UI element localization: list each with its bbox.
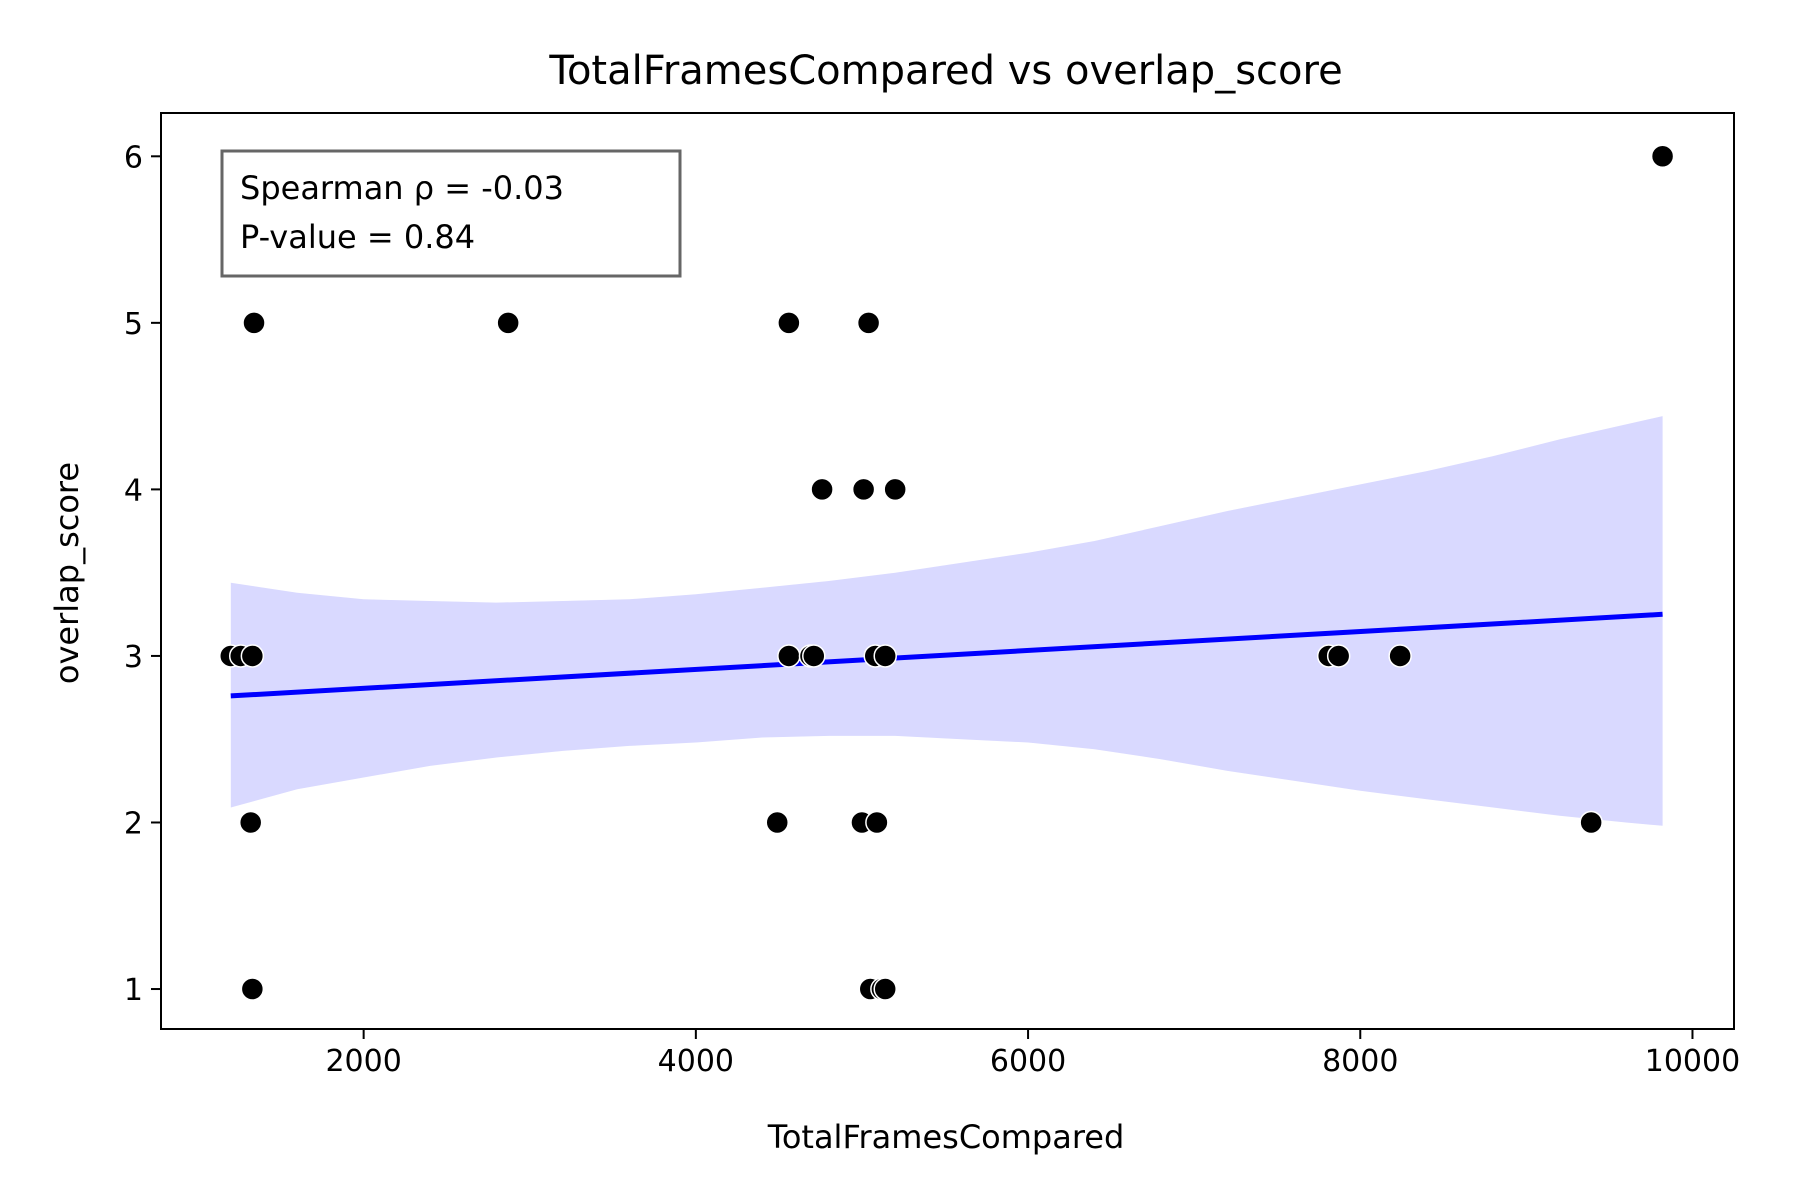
data-point <box>765 810 789 835</box>
y-tick-label: 6 <box>124 140 143 175</box>
data-point <box>240 644 265 668</box>
x-tick-label: 6000 <box>990 1044 1066 1079</box>
x-tick-label: 4000 <box>658 1044 734 1079</box>
confidence-band <box>230 416 1663 826</box>
x-axis-label: TotalFramesCompared <box>767 1118 1125 1156</box>
stats-box-frame <box>220 149 682 278</box>
data-point <box>242 311 266 335</box>
p-value-label: P-value = 0.84 <box>240 218 475 256</box>
plot-frame <box>160 112 1735 1030</box>
y-tick-label: 3 <box>124 640 143 675</box>
data-point <box>851 477 876 502</box>
x-tick-label: 8000 <box>1322 1044 1398 1079</box>
data-point <box>238 810 263 835</box>
y-tick-label: 4 <box>124 473 143 508</box>
data-point <box>1579 810 1603 835</box>
data-point <box>1388 644 1412 668</box>
chart-title: TotalFramesCompared vs overlap_score <box>548 48 1342 94</box>
data-point <box>777 311 801 335</box>
data-point <box>873 977 897 1001</box>
stats-box: Spearman ρ = -0.03 P-value = 0.84 <box>220 149 682 278</box>
data-point <box>1650 144 1675 169</box>
data-point <box>810 477 834 502</box>
x-tick-label: 2000 <box>325 1044 401 1079</box>
y-tick-label: 2 <box>124 806 143 841</box>
data-point <box>856 311 881 335</box>
data-point <box>496 311 520 335</box>
y-tick-label: 1 <box>124 973 143 1008</box>
data-point <box>777 644 801 668</box>
data-point <box>883 477 907 502</box>
regression-line <box>230 611 1663 699</box>
y-tick-label: 5 <box>124 307 143 342</box>
x-tick-label: 10000 <box>1645 1044 1740 1079</box>
plot-area: 2000 4000 6000 8000 10000 1 2 3 4 5 6 <box>124 112 1740 1079</box>
data-point <box>1326 644 1351 668</box>
data-point <box>865 810 889 835</box>
data-point <box>240 977 265 1001</box>
spearman-rho-label: Spearman ρ = -0.03 <box>240 169 564 207</box>
data-point <box>802 644 826 668</box>
data-point <box>873 644 897 668</box>
y-axis-label: overlap_score <box>48 462 86 684</box>
